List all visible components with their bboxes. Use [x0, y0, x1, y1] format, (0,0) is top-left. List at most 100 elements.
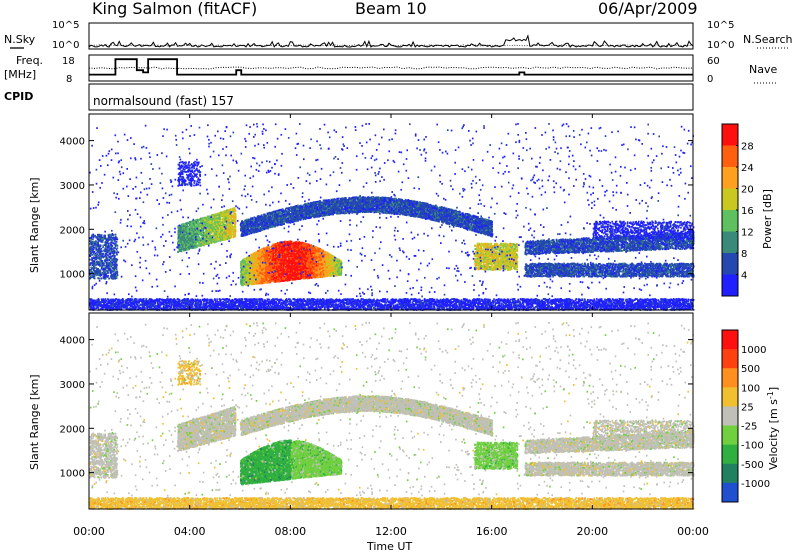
- power-cell: [99, 253, 101, 255]
- power-cell: [107, 262, 109, 264]
- power-cell: [105, 259, 107, 261]
- power-cell: [91, 258, 93, 260]
- power-cell: [116, 271, 118, 273]
- power-cell: [100, 265, 102, 267]
- power-cell: [112, 251, 114, 253]
- power-cell: [221, 239, 223, 241]
- freq-tick-bottom: 8: [66, 74, 72, 85]
- power-cell: [92, 267, 94, 269]
- power-cell: [107, 272, 109, 274]
- freq-unit-label: [MHz]: [4, 68, 36, 81]
- power-cell: [187, 249, 189, 251]
- noise-panel: N.Sky 10^5 10^0 10^5 10^0 N.Search: [4, 20, 793, 51]
- power-cell: [89, 240, 91, 242]
- power-cell: [90, 252, 92, 254]
- power-cell: [96, 242, 98, 244]
- power-cell: [93, 269, 95, 271]
- power-cell: [98, 258, 100, 260]
- frequency-trace: [89, 59, 693, 74]
- power-cell: [99, 239, 101, 241]
- power-cell: [102, 272, 104, 274]
- power-cell: [93, 260, 95, 262]
- power-cell: [91, 239, 93, 241]
- freq-tick-top: 18: [62, 56, 75, 67]
- noise-sky-label: N.Sky: [4, 33, 36, 46]
- power-cell: [113, 253, 115, 255]
- power-cell: [116, 254, 118, 256]
- power-cell: [95, 262, 97, 264]
- power-cell: [112, 249, 114, 251]
- power-cell: [105, 268, 107, 270]
- noise-left-tick-bottom: 10^0: [52, 40, 79, 51]
- power-cell: [97, 254, 99, 256]
- power-cell: [92, 254, 94, 256]
- power-cell: [107, 264, 109, 266]
- power-cell: [111, 271, 113, 273]
- power-cell: [115, 278, 117, 280]
- power-cell: [95, 248, 97, 250]
- power-cell: [106, 249, 108, 251]
- power-cell: [90, 262, 92, 264]
- power-cell: [103, 235, 105, 237]
- power-cell: [198, 242, 200, 244]
- nave-trace: [89, 67, 693, 69]
- power-cell: [112, 278, 114, 280]
- power-cell: [93, 235, 95, 237]
- power-cell: [101, 277, 103, 279]
- power-cell: [113, 270, 115, 272]
- power-cell: [112, 255, 114, 257]
- power-cell: [104, 256, 106, 258]
- power-cell: [94, 278, 96, 280]
- power-cell: [110, 261, 112, 263]
- power-cell: [107, 276, 109, 278]
- power-cell: [98, 250, 100, 252]
- power-cell: [98, 244, 100, 246]
- power-cell: [93, 246, 95, 248]
- power-cell: [103, 249, 105, 251]
- power-cell: [116, 237, 118, 239]
- power-cell: [107, 254, 109, 256]
- power-cell: [102, 245, 104, 247]
- power-cell: [114, 266, 116, 268]
- power-cell: [110, 239, 112, 241]
- power-cell: [96, 258, 98, 260]
- cpid-label: CPID: [4, 90, 33, 103]
- power-cell: [102, 265, 104, 267]
- power-cell: [189, 221, 191, 223]
- power-cell: [218, 240, 220, 242]
- power-cell: [108, 250, 110, 252]
- power-cell: [116, 241, 118, 243]
- power-cell: [93, 256, 95, 258]
- power-cell: [112, 245, 114, 247]
- power-cell: [96, 270, 98, 272]
- power-cell: [115, 234, 117, 236]
- power-cell: [96, 274, 98, 276]
- power-cell: [110, 263, 112, 265]
- power-cell: [110, 272, 112, 274]
- noise-right-tick-bottom: 10^0: [707, 40, 734, 51]
- power-cell: [98, 274, 100, 276]
- power-cell: [233, 236, 235, 238]
- power-cell: [102, 238, 104, 240]
- power-cell: [109, 265, 111, 267]
- power-cell: [112, 262, 114, 264]
- power-cell: [104, 277, 106, 279]
- power-cell: [95, 272, 97, 274]
- power-cell: [111, 275, 113, 277]
- power-cell: [234, 233, 236, 235]
- noise-left-tick-top: 10^5: [52, 20, 79, 31]
- power-cell: [102, 246, 104, 248]
- power-cell: [100, 256, 102, 258]
- power-cell: [93, 264, 95, 266]
- power-cell: [109, 278, 111, 280]
- power-cell: [212, 220, 214, 222]
- power-cell: [91, 275, 93, 277]
- power-cell: [105, 238, 107, 240]
- nave-tick-bottom: 0: [707, 74, 713, 85]
- noise-right-tick-top: 10^5: [707, 20, 734, 31]
- power-cell: [114, 255, 116, 257]
- cpid-program: normalsound (fast) 157: [93, 94, 234, 108]
- power-cell: [115, 245, 117, 247]
- power-cell: [108, 236, 110, 238]
